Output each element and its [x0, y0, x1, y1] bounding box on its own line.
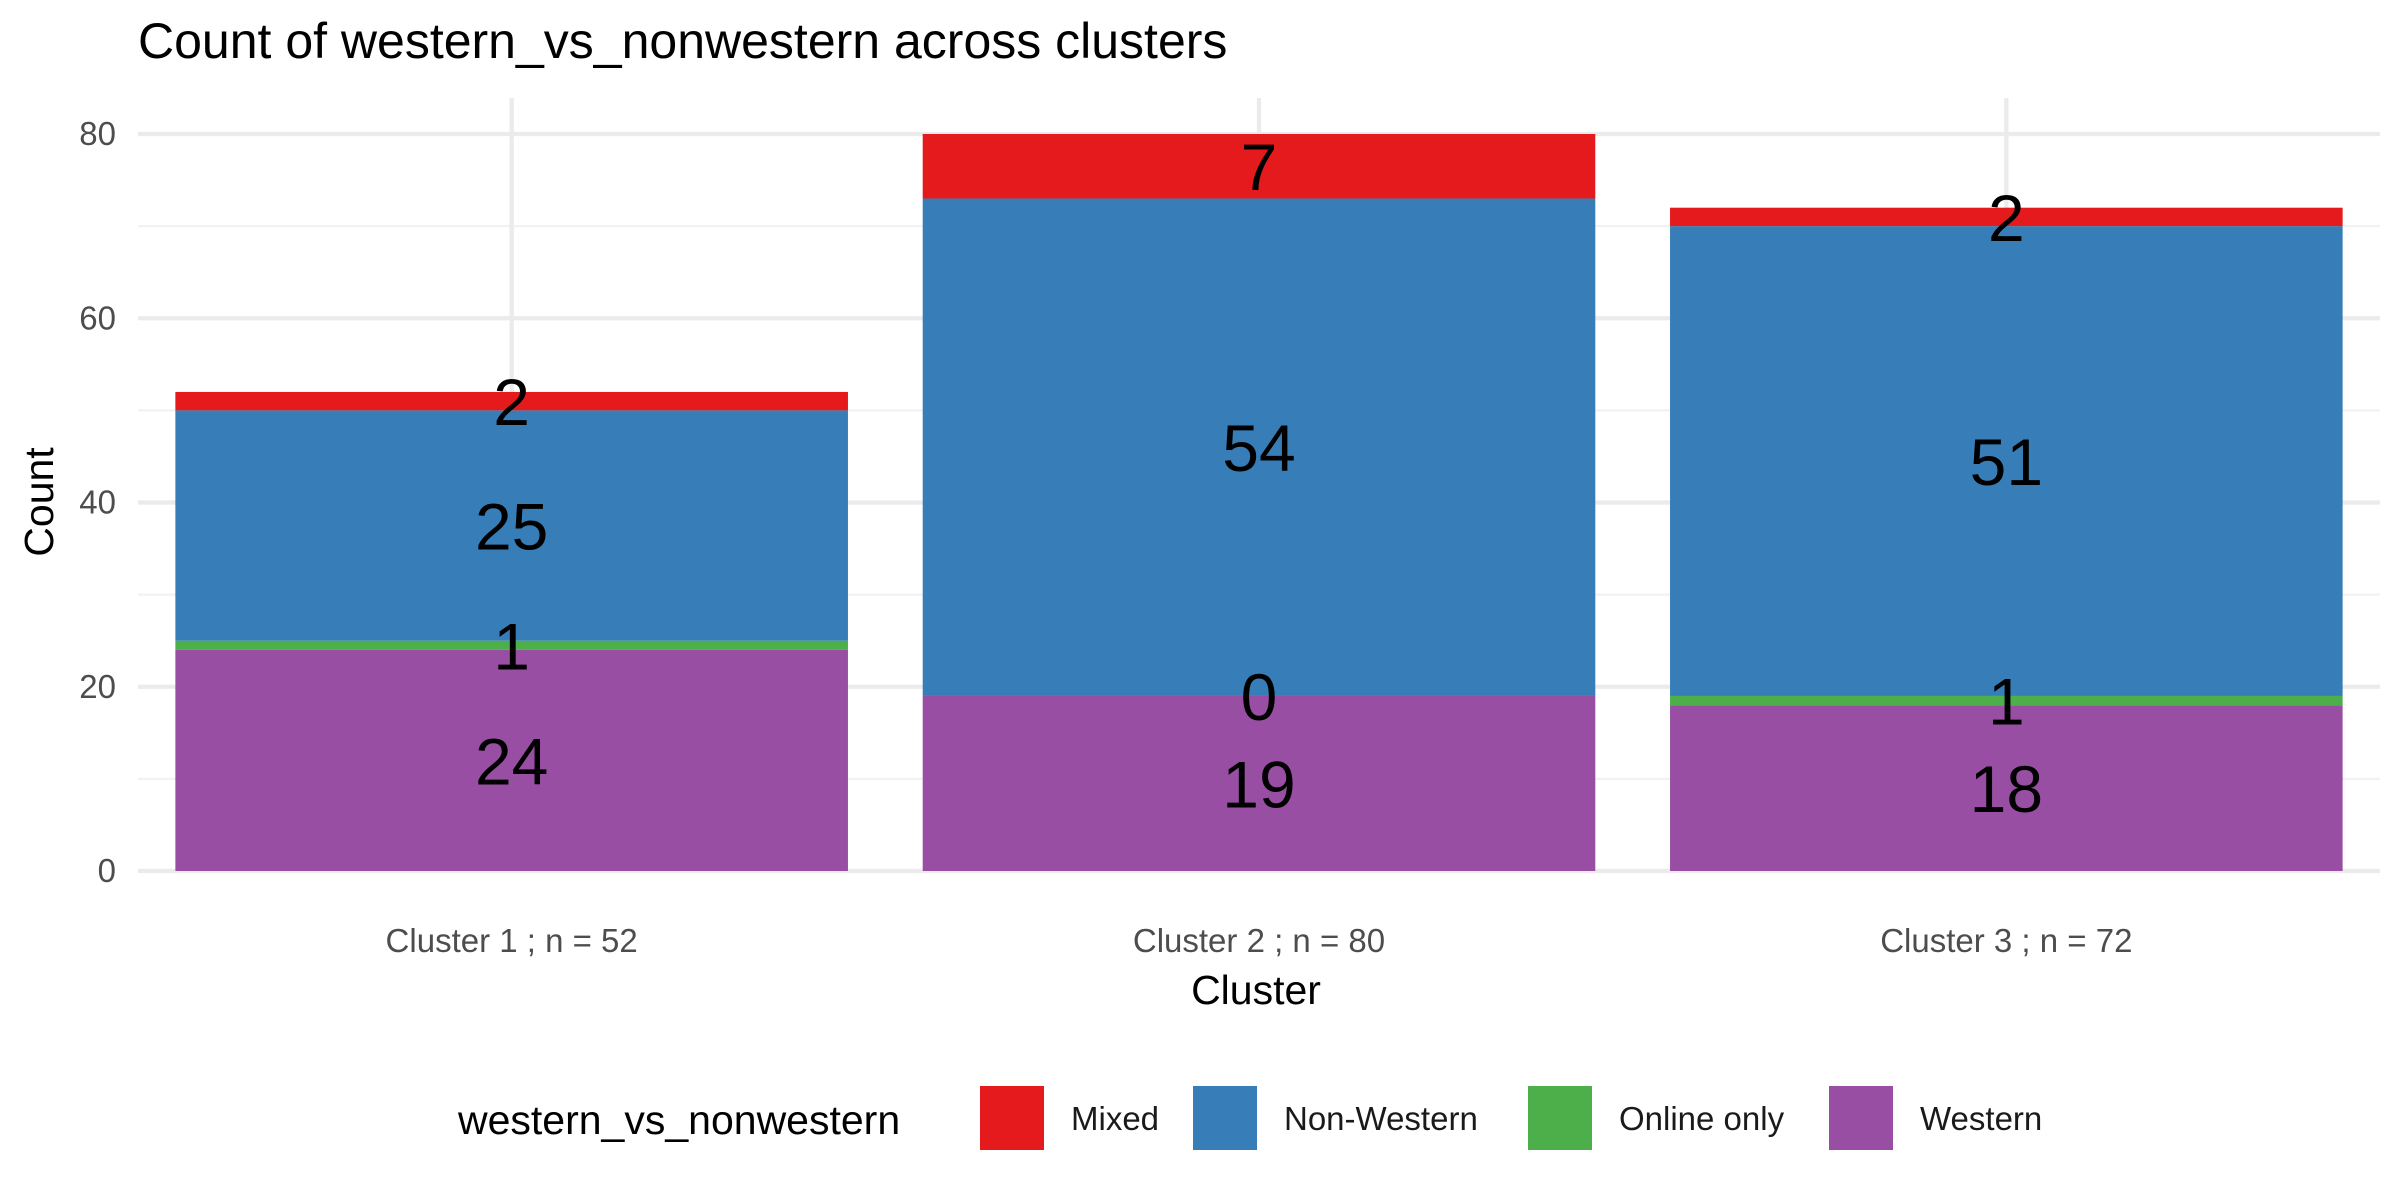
bars [175, 134, 2343, 871]
legend-title: western_vs_nonwestern [457, 1097, 900, 1143]
legend-key [1193, 1086, 1257, 1150]
bar-value-label: 1 [493, 609, 530, 683]
y-tick-label: 0 [98, 852, 116, 889]
bar-segment-western [1670, 705, 2343, 871]
x-axis-ticks: Cluster 1 ; n = 52 Cluster 2 ; n = 80 Clus… [386, 922, 2133, 959]
bar-segment-non-western [922, 198, 1596, 696]
x-tick-label: Cluster 3 ; n = 72 [1880, 922, 2132, 959]
bar-segment-online-only [175, 640, 848, 650]
x-tick-label: Cluster 2 ; n = 80 [1133, 922, 1385, 959]
bar-segment-mixed [922, 134, 1596, 199]
x-axis-title: Cluster [1191, 967, 1321, 1013]
bar-segment-western [922, 695, 1596, 871]
bar-segment-mixed [1670, 207, 2343, 227]
legend-key [980, 1086, 1044, 1150]
chart-title: Count of western_vs_nonwestern across cl… [138, 13, 1227, 69]
y-tick-label: 80 [79, 115, 116, 152]
legend-label: Non-Western [1284, 1100, 1478, 1137]
legend-key [1528, 1086, 1592, 1150]
legend-label: Online only [1619, 1100, 1785, 1137]
bar-segment-non-western [175, 410, 848, 641]
bar-segment-western [175, 649, 848, 871]
bar-value-label: 19 [1222, 747, 1295, 821]
y-tick-label: 60 [79, 299, 116, 336]
bar-value-label: 2 [493, 365, 530, 439]
y-axis-title: Count [16, 447, 62, 557]
bar-segment-non-western [1670, 226, 2343, 696]
bar-value-label: 2 [1988, 181, 2025, 255]
legend-key [1829, 1086, 1893, 1150]
y-axis-ticks: 0 20 40 60 80 [79, 115, 116, 889]
bar-segment-mixed [175, 391, 848, 411]
bar-value-label: 54 [1222, 411, 1295, 485]
bar-value-label: 25 [475, 490, 548, 564]
bar-segment-online-only [1670, 695, 2343, 706]
bar-value-label: 0 [1241, 660, 1278, 734]
y-tick-label: 40 [79, 484, 116, 521]
bar-value-label: 7 [1241, 130, 1278, 204]
x-tick-label: Cluster 1 ; n = 52 [386, 922, 638, 959]
bar-value-labels: 24 1 25 2 19 0 54 7 18 1 51 2 [475, 130, 2043, 826]
y-tick-label: 20 [79, 668, 116, 705]
bar-value-label: 1 [1988, 665, 2025, 739]
legend-label: Western [1920, 1100, 2042, 1137]
bar-value-label: 24 [475, 724, 548, 798]
bar-value-label: 51 [1970, 425, 2043, 499]
legend: western_vs_nonwestern Mixed Non-Western Onl… [457, 1086, 2042, 1150]
bar-value-label: 18 [1970, 752, 2043, 826]
legend-label: Mixed [1071, 1100, 1159, 1137]
